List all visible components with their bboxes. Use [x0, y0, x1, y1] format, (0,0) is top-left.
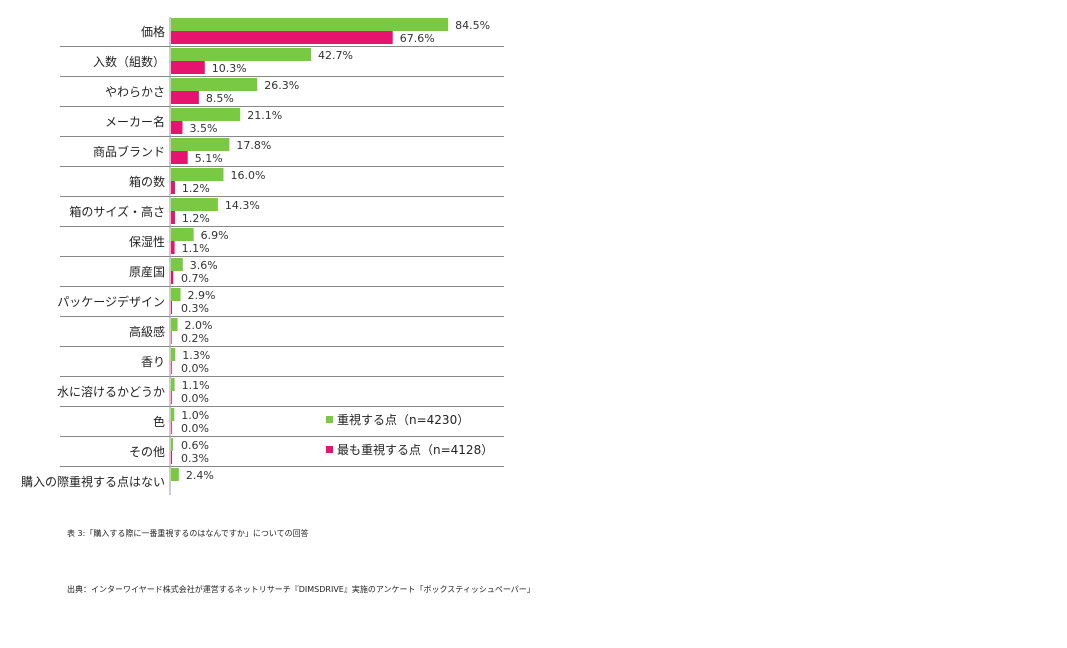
- source-note: 出典：インターワイヤード株式会社が運営するネットリサーチ『DIMSDRIVE』実…: [67, 585, 535, 594]
- bar-most-important: [171, 361, 172, 374]
- chart-caption: 表 3:「購入する際に一番重視するのはなんですか」についての回答: [67, 529, 309, 538]
- value-label: 0.3%: [181, 302, 209, 315]
- bar-most-important: [171, 271, 174, 284]
- value-label: 84.5%: [455, 19, 490, 32]
- bar-important: [171, 168, 224, 181]
- bar-important: [171, 318, 178, 331]
- legend-swatch: [326, 416, 333, 423]
- value-label: 17.8%: [236, 139, 271, 152]
- value-label: 2.9%: [188, 289, 216, 302]
- bar-important: [171, 228, 194, 241]
- value-label: 16.0%: [230, 169, 265, 182]
- bar-important: [171, 438, 173, 451]
- value-label: 21.1%: [247, 109, 282, 122]
- category-label: パッケージデザイン: [57, 294, 165, 309]
- category-label: 箱の数: [129, 174, 165, 189]
- category-label: 商品ブランド: [93, 144, 165, 159]
- bar-important: [171, 48, 312, 61]
- bar-most-important: [171, 181, 175, 194]
- category-label: 保湿性: [129, 234, 165, 249]
- bar-important: [171, 468, 179, 481]
- value-label: 67.6%: [400, 32, 435, 45]
- category-label: 高級感: [129, 324, 165, 339]
- value-label: 0.7%: [181, 272, 209, 285]
- value-label: 1.1%: [182, 379, 210, 392]
- bar-important: [171, 108, 241, 121]
- value-label: 1.2%: [182, 182, 210, 195]
- bar-important: [171, 18, 449, 31]
- category-label: 入数（組数）: [93, 54, 165, 69]
- value-label: 3.6%: [190, 259, 218, 272]
- bar-most-important: [171, 451, 172, 464]
- legend-label: 最も重視する点（n=4128）: [337, 442, 493, 457]
- bar-important: [171, 288, 181, 301]
- category-label: メーカー名: [105, 114, 165, 129]
- bar-important: [171, 378, 175, 391]
- value-label: 8.5%: [206, 92, 234, 105]
- category-label: 箱のサイズ・高さ: [69, 204, 165, 219]
- labels-layer: 価格 84.5% 67.6% 入数（組数） 42.7% 10.3% やわらかさ 26.3% 8.…: [21, 19, 490, 489]
- value-label: 2.0%: [185, 319, 213, 332]
- bar-most-important: [171, 121, 183, 134]
- value-label: 2.4%: [186, 469, 214, 482]
- value-label: 26.3%: [264, 79, 299, 92]
- value-label: 6.9%: [201, 229, 229, 242]
- category-label: 価格: [141, 24, 165, 39]
- value-label: 10.3%: [212, 62, 247, 75]
- bar-most-important: [171, 241, 175, 254]
- bar-most-important: [171, 151, 188, 164]
- value-label: 14.3%: [225, 199, 260, 212]
- value-label: 0.0%: [181, 362, 209, 375]
- bar-most-important: [171, 301, 172, 314]
- value-label: 0.0%: [181, 392, 209, 405]
- legend-label: 重視する点（n=4230）: [337, 412, 469, 427]
- bar-most-important: [171, 331, 172, 344]
- bar-most-important: [171, 391, 172, 404]
- bars-layer: [171, 18, 449, 481]
- bar-most-important: [171, 211, 175, 224]
- bar-most-important: [171, 91, 199, 104]
- bar-most-important: [171, 61, 205, 74]
- bar-important: [171, 198, 218, 211]
- bar-most-important: [171, 31, 393, 44]
- value-label: 0.0%: [181, 422, 209, 435]
- bar-important: [171, 138, 230, 151]
- category-label: 水に溶けるかどうか: [57, 384, 165, 399]
- category-label: 香り: [141, 355, 165, 369]
- category-label: 購入の際重視する点はない: [21, 474, 165, 489]
- category-label: その他: [129, 445, 165, 459]
- bar-important: [171, 348, 176, 361]
- bar-most-important: [171, 421, 172, 434]
- category-label: 原産国: [129, 264, 165, 279]
- value-label: 5.1%: [195, 152, 223, 165]
- value-label: 0.2%: [181, 332, 209, 345]
- category-label: やわらかさ: [105, 85, 165, 99]
- bar-important: [171, 408, 175, 421]
- value-label: 1.0%: [181, 409, 209, 422]
- bar-important: [171, 78, 258, 91]
- legend-swatch: [326, 446, 333, 453]
- bar-important: [171, 258, 183, 271]
- category-label: 色: [153, 415, 165, 429]
- value-label: 1.2%: [182, 212, 210, 225]
- value-label: 3.5%: [189, 122, 217, 135]
- value-label: 1.1%: [182, 242, 210, 255]
- value-label: 0.6%: [181, 439, 209, 452]
- value-label: 0.3%: [181, 452, 209, 465]
- row-separators: [60, 46, 504, 467]
- value-label: 1.3%: [182, 349, 210, 362]
- legend: 重視する点（n=4230） 最も重視する点（n=4128）: [326, 412, 493, 457]
- value-label: 42.7%: [318, 49, 353, 62]
